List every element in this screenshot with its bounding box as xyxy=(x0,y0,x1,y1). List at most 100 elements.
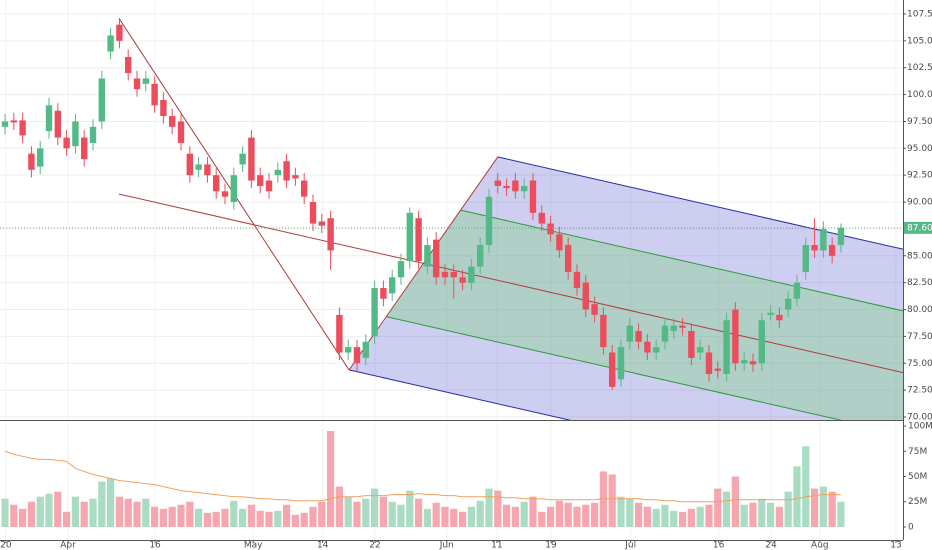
volume-bar xyxy=(608,474,616,527)
candle-body xyxy=(380,288,387,299)
volume-bar xyxy=(564,502,572,527)
candle-body xyxy=(459,277,466,283)
x-tick-label: Jul xyxy=(624,541,636,550)
candle-body xyxy=(652,347,660,353)
y-tick-label: 75.00 xyxy=(907,359,932,369)
volume-bar xyxy=(1,498,9,527)
candle-body xyxy=(696,347,704,353)
candle-body xyxy=(432,239,440,278)
candle-body xyxy=(274,169,281,176)
volume-bar xyxy=(54,491,62,527)
x-tick-label: Jun xyxy=(439,541,454,550)
candle-body xyxy=(28,153,35,170)
candle-body xyxy=(142,78,150,84)
y-tick-label: 102.50 xyxy=(907,63,932,73)
volume-bar xyxy=(203,512,212,527)
volume-bar xyxy=(599,471,607,527)
candle-body xyxy=(213,175,220,192)
candle-body xyxy=(63,137,70,149)
candle-body xyxy=(107,35,114,52)
volume-tick-label: 25M xyxy=(908,497,927,507)
candle-body xyxy=(362,341,369,358)
candle-body xyxy=(239,153,246,165)
candle-body xyxy=(424,245,431,267)
x-tick-label: Aug xyxy=(811,541,829,550)
volume-bar xyxy=(353,501,361,527)
volume-bar xyxy=(168,506,176,527)
candle-body xyxy=(635,331,642,342)
volume-bar xyxy=(643,506,651,527)
candle-body xyxy=(160,99,167,117)
volume-bar xyxy=(397,504,405,527)
candle-body xyxy=(151,83,158,106)
candle-body xyxy=(116,24,123,41)
volume-bar xyxy=(432,502,440,527)
candle-body xyxy=(256,175,264,186)
volume-bar xyxy=(784,491,792,527)
pitchfork-inner-line xyxy=(460,209,903,312)
volume-bar xyxy=(626,498,634,527)
pitchfork-inner-fill xyxy=(386,210,903,420)
volume-bar xyxy=(423,508,431,527)
candle-body xyxy=(476,245,484,267)
volume-bar xyxy=(661,504,669,527)
volume-bar xyxy=(406,490,414,527)
candle-body xyxy=(221,191,229,197)
x-tick-label: 20 xyxy=(0,541,12,550)
volume-tick-label: 0 xyxy=(908,522,914,532)
volume-bar xyxy=(124,498,132,527)
candle-body xyxy=(820,228,827,251)
candle-body xyxy=(784,298,792,310)
volume-bar xyxy=(731,476,739,527)
candle-body xyxy=(265,180,273,192)
candle-body xyxy=(248,137,255,181)
candle-body xyxy=(608,352,616,387)
candle-body xyxy=(300,180,308,197)
candle-body xyxy=(740,360,748,364)
volume-bar xyxy=(115,496,124,527)
candle-body xyxy=(573,271,581,289)
volume-bar xyxy=(10,504,18,527)
candle-body xyxy=(441,271,449,278)
volume-bar xyxy=(142,498,150,527)
volume-bar xyxy=(274,510,282,527)
volume-bar xyxy=(414,498,423,527)
pitchfork-median xyxy=(118,193,903,374)
candle-body xyxy=(230,175,238,203)
candle-body xyxy=(72,121,79,147)
volume-bar xyxy=(19,508,27,527)
volume-bar xyxy=(511,506,519,527)
candle-body xyxy=(626,325,633,342)
volume-bar xyxy=(705,504,713,527)
y-tick-label: 80.00 xyxy=(907,305,932,315)
candle-body xyxy=(749,361,757,365)
candle-body xyxy=(485,196,493,246)
volume-bar xyxy=(670,510,678,527)
y-tick-label: 70.00 xyxy=(907,412,932,422)
candle-body xyxy=(98,78,106,122)
candle-body xyxy=(617,347,625,380)
volume-bar xyxy=(195,508,203,527)
volume-bar xyxy=(529,496,537,527)
candle-body xyxy=(828,245,836,256)
candle-body xyxy=(309,202,317,224)
candle-body xyxy=(837,227,845,246)
candles xyxy=(0,19,903,391)
candle-body xyxy=(318,221,325,226)
volume-bar xyxy=(107,478,115,527)
volume-bar xyxy=(775,506,783,527)
volume-bar xyxy=(27,501,36,527)
candle-body xyxy=(292,175,299,179)
candle-body xyxy=(556,234,563,251)
volume-bar xyxy=(555,500,563,527)
x-tick-label: 14 xyxy=(317,541,329,550)
volume-bar xyxy=(749,502,757,527)
x-tick-label: 13 xyxy=(890,541,901,550)
volume-bar xyxy=(476,500,484,527)
candle-body xyxy=(600,314,607,348)
volume-bar xyxy=(652,508,660,527)
candle-body xyxy=(644,341,651,353)
volume-bar xyxy=(98,481,106,527)
volume-bar xyxy=(714,488,722,527)
y-tick-label: 82.50 xyxy=(907,278,932,288)
